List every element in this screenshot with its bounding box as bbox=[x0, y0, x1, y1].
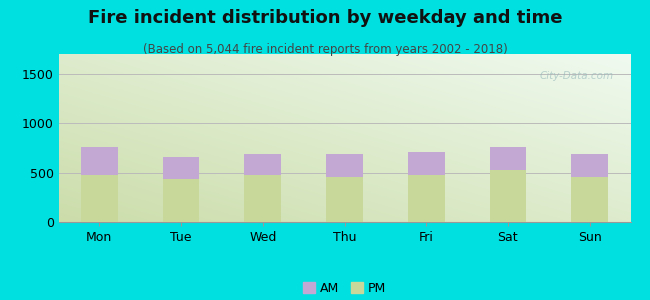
Bar bbox=[408, 152, 445, 175]
Bar bbox=[489, 147, 526, 170]
Bar bbox=[326, 177, 363, 222]
Bar bbox=[326, 154, 363, 177]
Text: Fire incident distribution by weekday and time: Fire incident distribution by weekday an… bbox=[88, 9, 562, 27]
Bar bbox=[571, 154, 608, 177]
Text: City-Data.com: City-Data.com bbox=[540, 71, 614, 81]
Bar bbox=[489, 169, 526, 222]
Bar bbox=[244, 154, 281, 175]
Bar bbox=[81, 147, 118, 175]
Bar bbox=[571, 177, 608, 222]
Bar bbox=[81, 175, 118, 222]
Bar bbox=[408, 175, 445, 222]
Legend: AM, PM: AM, PM bbox=[298, 277, 391, 300]
Bar bbox=[162, 157, 200, 178]
Text: (Based on 5,044 fire incident reports from years 2002 - 2018): (Based on 5,044 fire incident reports fr… bbox=[142, 44, 508, 56]
Bar bbox=[162, 178, 200, 222]
Bar bbox=[244, 175, 281, 222]
